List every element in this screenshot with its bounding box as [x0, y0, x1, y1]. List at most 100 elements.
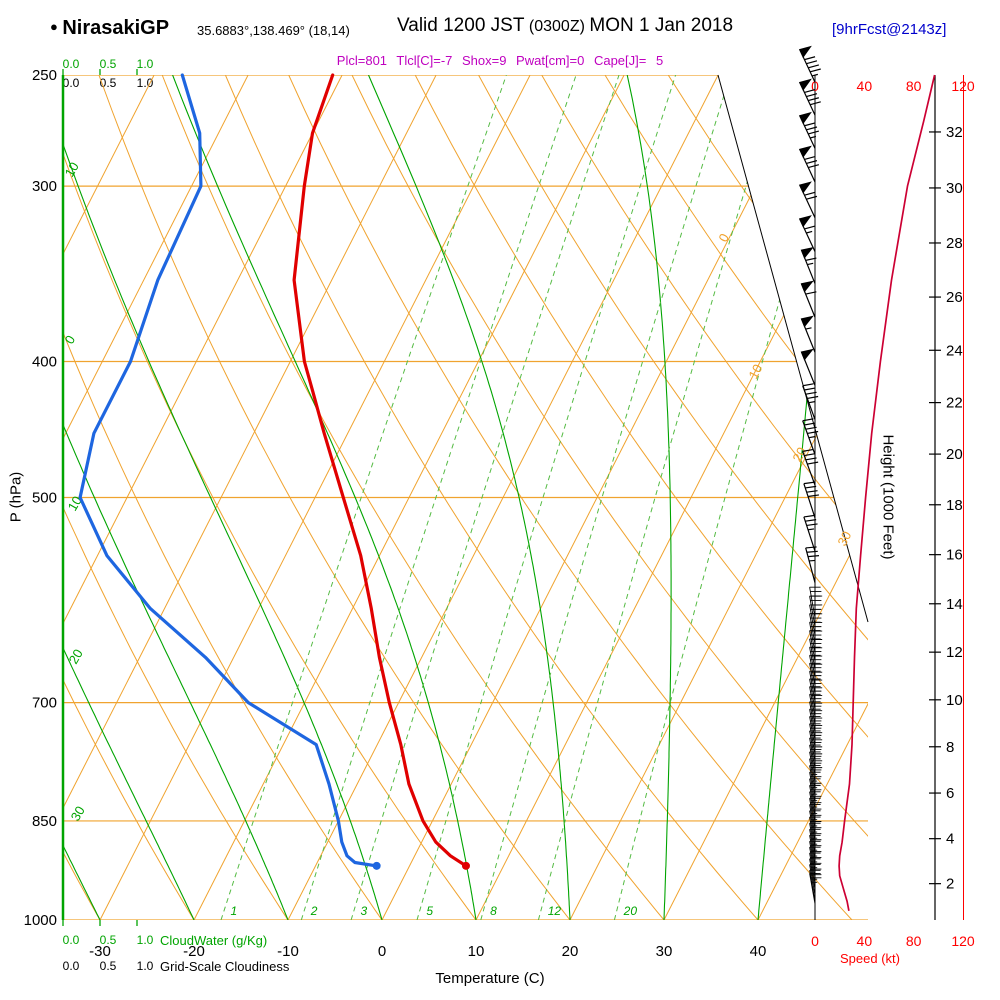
wind-barb [802, 383, 819, 420]
mixing-ratio-line [416, 75, 677, 920]
isotherm-edge-label: 20 [789, 445, 809, 465]
mixing-ratio-line [613, 75, 845, 920]
isotherm-line [63, 75, 437, 920]
wind-barb [809, 654, 823, 686]
wind-barb [798, 181, 818, 219]
isotherm-line [99, 75, 531, 920]
mixing-ratio-label: 5 [426, 904, 433, 918]
wind-barb [809, 852, 822, 884]
wind-barb [798, 111, 820, 149]
wind-speed-curve [838, 74, 936, 911]
wind-barb [798, 145, 820, 183]
wind-barb [803, 514, 818, 552]
surface-dewpoint-dot [372, 861, 381, 870]
height-tick-label: 22 [946, 395, 963, 412]
wind-barb [802, 418, 819, 455]
temperature-curve [292, 73, 468, 868]
wind-barb [798, 45, 821, 83]
mixing-ratio-label: 12 [548, 904, 562, 918]
height-tick-label: 6 [946, 785, 954, 802]
wind-barb [805, 546, 820, 583]
pressure-tick-label: 1000 [24, 912, 57, 929]
cloudiness-label: Grid-Scale Cloudiness [160, 959, 290, 974]
height-tick-label: 28 [946, 235, 963, 252]
moist-adiabat-line [626, 75, 672, 920]
moist-adiabat-line [63, 75, 195, 920]
pressure-tick-label: 700 [32, 695, 57, 712]
wind-barb [809, 708, 823, 740]
wind-barb [809, 716, 823, 748]
temperature-tick-label: -30 [89, 943, 111, 960]
isotherm-line [663, 75, 868, 920]
pressure-axis-title: P (hPa) [7, 471, 25, 523]
dry-adiabat-line [63, 75, 195, 920]
moist-adiabat-edge-label: 20 [66, 646, 86, 666]
temperature-tick-label: -10 [277, 943, 299, 960]
dry-adiabat-line [63, 75, 477, 920]
wind-barb [809, 693, 823, 725]
cloudiness-scale-top: 0.0 0.5 1.0 [56, 76, 167, 90]
height-axis-title: Height (1000 Feet) [879, 434, 897, 560]
isotherm-edge-label: 30 [834, 529, 854, 549]
speed-axis-title: Speed (kt) [840, 951, 900, 966]
height-tick-label: 18 [946, 497, 963, 514]
dry-adiabat-line [288, 75, 853, 920]
mixing-ratio-label: 1 [230, 904, 237, 918]
cloudiness-tick: 1.0 [136, 76, 154, 90]
moist-adiabat-edge-label: 30 [68, 803, 88, 823]
dry-adiabat-line [98, 75, 571, 920]
cloudwater-tick: 0.0 [62, 57, 80, 71]
moist-adiabat-line [63, 75, 383, 920]
mixing-ratio-label: 2 [310, 904, 318, 918]
cloudiness-tick: 1.0 [136, 959, 154, 973]
height-tick-label: 26 [946, 289, 963, 306]
mixing-ratio-line [220, 75, 507, 920]
cloudwater-tick: 0.0 [62, 933, 80, 947]
isotherm-line [63, 75, 249, 920]
background-grid: 1 2 3 5 8 12 20 [63, 75, 868, 920]
pressure-tick-label: 500 [32, 490, 57, 507]
temperature-axis-title: Temperature (C) [435, 970, 545, 987]
wind-barb [800, 280, 817, 318]
speed-tick-label-bottom: 80 [906, 933, 922, 949]
isotherm-line [757, 75, 868, 920]
speed-tick-label-bottom: 0 [811, 933, 819, 949]
pressure-tick-label: 850 [32, 813, 57, 830]
surface-temperature-dot [461, 861, 470, 870]
pressure-tick-label: 300 [32, 178, 57, 195]
isotherm-line [381, 75, 813, 920]
isotherm-edge-label: 10 [745, 362, 765, 382]
dry-adiabat-line [63, 75, 289, 920]
isotherm-line [63, 75, 155, 920]
dewpoint-curve [78, 73, 379, 868]
speed-tick-label-bottom: 40 [857, 933, 873, 949]
cloudwater-tick: 0.5 [99, 57, 117, 71]
cloudwater-scale-top: 0.0 0.5 1.0 [56, 57, 167, 71]
speed-tick-label-top: 80 [906, 78, 922, 94]
wind-barb [809, 701, 823, 733]
height-tick-label: 4 [946, 831, 954, 848]
cloudwater-label: CloudWater (g/Kg) [160, 933, 268, 948]
cloudwater-scale-bottom: 0.0 0.5 1.0 [56, 933, 167, 947]
station-marker-icon: ● [50, 19, 58, 34]
temperature-tick-label: 30 [656, 943, 673, 960]
valid-date: MON 1 Jan 2018 [589, 15, 734, 36]
isotherm-line [287, 75, 719, 920]
mixing-ratio-line [350, 75, 620, 920]
moist-adiabat-line [367, 75, 571, 920]
temperature-tick-label: 10 [468, 943, 485, 960]
wind-barb [798, 78, 821, 116]
temperature-tick-label: 20 [562, 943, 579, 960]
wind-barb [809, 846, 822, 878]
speed-tick-label-top: 120 [951, 78, 975, 94]
station-coords: 35.6883°,138.469° (18,14) [197, 23, 350, 38]
wind-barb [798, 215, 816, 252]
cloudwater-tick: 0.5 [99, 933, 117, 947]
height-tick-label: 32 [946, 124, 963, 141]
cloudwater-tick: 1.0 [136, 933, 154, 947]
temperature-tick-label: -20 [183, 943, 205, 960]
mixing-ratio-label: 20 [623, 904, 638, 918]
wind-barb [802, 448, 819, 486]
dry-adiabat-line [541, 75, 868, 920]
height-tick-label: 8 [946, 739, 954, 756]
